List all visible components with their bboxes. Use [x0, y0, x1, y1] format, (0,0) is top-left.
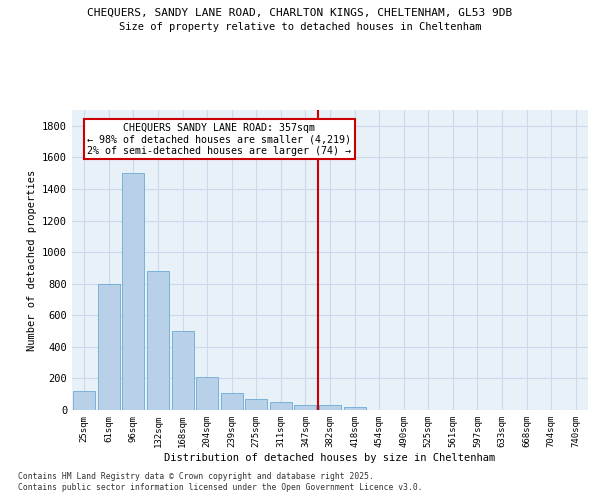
Bar — [73, 391, 95, 410]
Bar — [221, 392, 243, 410]
Bar — [270, 402, 292, 410]
Text: CHEQUERS, SANDY LANE ROAD, CHARLTON KINGS, CHELTENHAM, GL53 9DB: CHEQUERS, SANDY LANE ROAD, CHARLTON KING… — [88, 8, 512, 18]
Y-axis label: Number of detached properties: Number of detached properties — [26, 170, 37, 350]
Text: Contains HM Land Registry data © Crown copyright and database right 2025.: Contains HM Land Registry data © Crown c… — [18, 472, 374, 481]
Bar — [98, 284, 120, 410]
Bar — [245, 399, 268, 410]
Text: CHEQUERS SANDY LANE ROAD: 357sqm
← 98% of detached houses are smaller (4,219)
2%: CHEQUERS SANDY LANE ROAD: 357sqm ← 98% o… — [88, 122, 352, 156]
Bar — [319, 406, 341, 410]
Bar — [295, 406, 316, 410]
Text: Size of property relative to detached houses in Cheltenham: Size of property relative to detached ho… — [119, 22, 481, 32]
Bar — [196, 377, 218, 410]
Bar — [147, 271, 169, 410]
Bar — [172, 331, 194, 410]
Text: Contains public sector information licensed under the Open Government Licence v3: Contains public sector information licen… — [18, 484, 422, 492]
X-axis label: Distribution of detached houses by size in Cheltenham: Distribution of detached houses by size … — [164, 452, 496, 462]
Bar — [122, 173, 145, 410]
Bar — [344, 407, 365, 410]
